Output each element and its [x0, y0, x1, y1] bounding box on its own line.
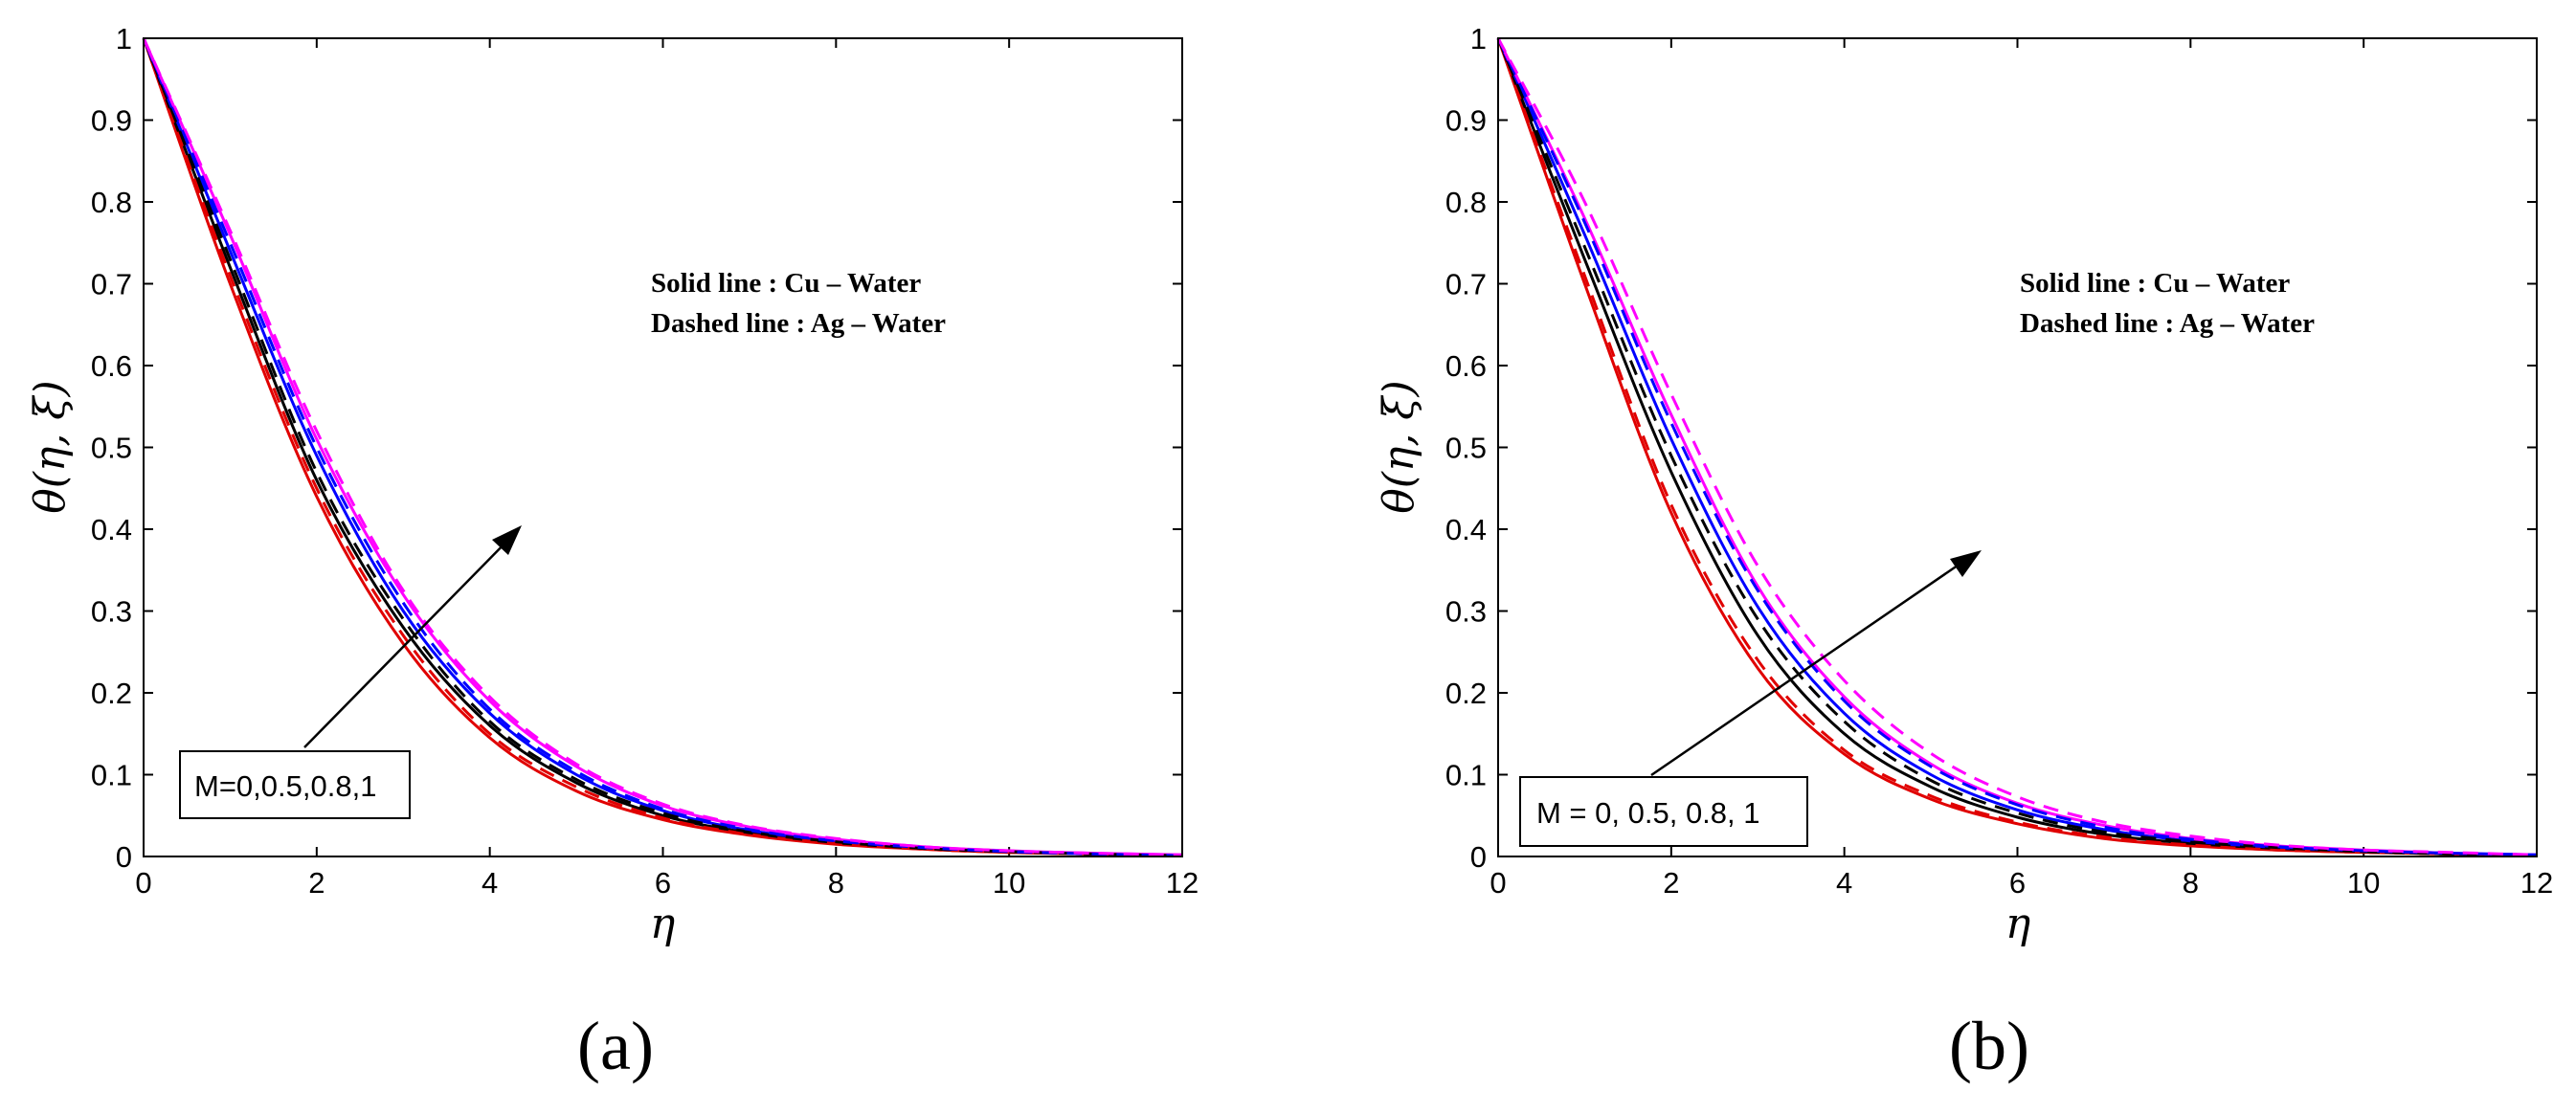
arrow-b	[1650, 550, 1982, 777]
series-line	[1496, 37, 2538, 857]
x-tick-label: 2	[308, 866, 325, 900]
x-tick-label: 0	[1490, 866, 1506, 900]
x-tick-label: 0	[135, 866, 151, 900]
y-tick-label: 0.9	[91, 104, 132, 138]
plot-area-b	[1498, 38, 2537, 856]
x-tick-label: 12	[1166, 866, 1198, 900]
y-tick-label: 0.8	[91, 186, 132, 219]
y-tick-label: 0.5	[1445, 432, 1487, 465]
y-axis-label-a: θ(η, ξ)	[26, 380, 75, 513]
ticks-a: 0 2 4 6 8 10 12 0 0.1 0.2 0.3 0.4 0.5 0.6 0.7 0.8 0.9 1	[91, 22, 1198, 900]
series-line	[1496, 37, 2538, 857]
chart-panel-b: 0 2 4 6 8 10 12 0 0.1 0.2 0.3 0.4 0.5 0.6 0.7 0.8 0.9 1 S…	[1375, 22, 2553, 1084]
annotation-text-a: M=0,0.5,0.8,1	[194, 769, 376, 803]
series-line	[1496, 37, 2538, 856]
y-tick-label: 0.2	[91, 677, 132, 710]
x-axis-label-a: η	[650, 900, 675, 948]
y-tick-label: 0.6	[1445, 349, 1487, 383]
y-tick-label: 0.2	[1445, 677, 1487, 710]
legend-line-2-b: Dashed line : Ag – Water	[2020, 308, 2315, 339]
y-tick-label: 0	[116, 840, 132, 874]
plot-area-a	[144, 38, 1182, 856]
y-tick-label: 0.1	[91, 759, 132, 792]
x-axis-label-b: η	[2005, 900, 2030, 948]
y-tick-label: 0.4	[91, 513, 132, 546]
arrow-a	[303, 525, 522, 748]
series-line	[142, 37, 1183, 857]
arrow-head-b	[1950, 550, 1982, 577]
y-tick-label: 0.1	[1445, 759, 1487, 792]
arrow-head-a	[492, 525, 522, 555]
ticks-b: 0 2 4 6 8 10 12 0 0.1 0.2 0.3 0.4 0.5 0.6 0.7 0.8 0.9 1	[1445, 22, 2553, 900]
legend-line-1-a: Solid line : Cu – Water	[651, 268, 921, 299]
y-tick-label: 0.9	[1445, 104, 1487, 138]
series-group-a	[142, 37, 1183, 857]
series-group-b	[1496, 37, 2538, 857]
y-axis-label-b: θ(η, ξ)	[1375, 380, 1423, 513]
arrow-shaft-a	[303, 535, 513, 748]
legend-line-2-a: Dashed line : Ag – Water	[651, 308, 946, 339]
panel-label-b: (b)	[1949, 1008, 2029, 1084]
y-tick-label: 1	[1470, 22, 1487, 56]
series-line	[142, 37, 1183, 856]
x-tick-label: 8	[828, 866, 844, 900]
y-tick-label: 0.3	[1445, 595, 1487, 629]
x-tick-label: 10	[2347, 866, 2380, 900]
y-tick-label: 0.7	[91, 268, 132, 301]
annotation-box-b	[1519, 776, 1808, 847]
x-tick-label: 4	[1836, 866, 1852, 900]
y-tick-label: 0	[1470, 840, 1487, 874]
y-tick-label: 1	[116, 22, 132, 56]
x-tick-label: 4	[482, 866, 498, 900]
x-tick-label: 10	[993, 866, 1025, 900]
legend-line-1-b: Solid line : Cu – Water	[2020, 268, 2290, 299]
x-tick-label: 6	[2009, 866, 2026, 900]
axes-frame-a	[143, 37, 1183, 857]
x-tick-label: 8	[2183, 866, 2199, 900]
y-tick-label: 0.6	[91, 349, 132, 383]
axes-frame-b	[1497, 37, 2538, 857]
x-tick-label: 12	[2520, 866, 2553, 900]
y-tick-label: 0.8	[1445, 186, 1487, 219]
series-line	[142, 37, 1183, 857]
arrow-shaft-b	[1650, 557, 1968, 777]
x-tick-label: 6	[655, 866, 671, 900]
y-tick-label: 0.7	[1445, 268, 1487, 301]
y-tick-label: 0.4	[1445, 513, 1487, 546]
y-tick-label: 0.3	[91, 595, 132, 629]
annotation-box-a	[179, 750, 411, 819]
chart-panel-a: 0 2 4 6 8 10 12 0 0.1 0.2 0.3 0.4 0.5 0.6 0.7 0.8 0.9 1 S…	[26, 22, 1198, 1084]
series-line	[1496, 37, 2538, 856]
panel-label-a: (a)	[577, 1008, 654, 1084]
annotation-text-b: M = 0, 0.5, 0.8, 1	[1536, 796, 1760, 830]
x-tick-label: 2	[1663, 866, 1679, 900]
y-tick-label: 0.5	[91, 432, 132, 465]
